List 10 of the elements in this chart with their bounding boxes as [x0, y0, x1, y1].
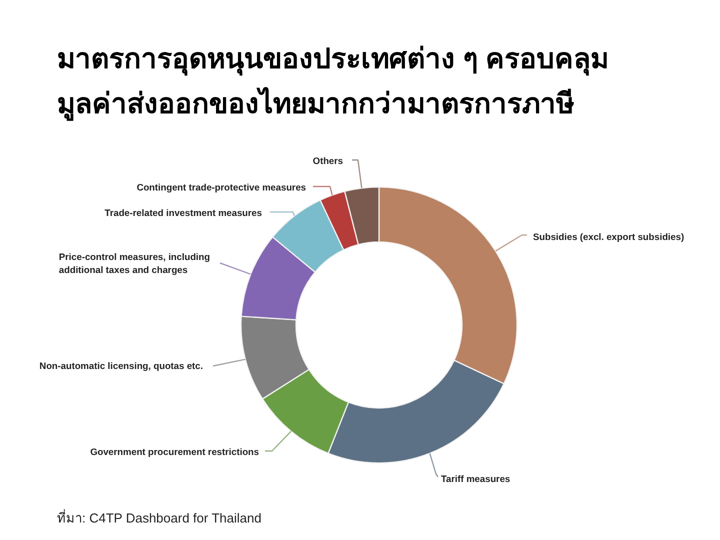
slice-label: Government procurement restrictions: [90, 446, 260, 456]
slice-label: Contingent trade-protective measures: [136, 181, 306, 192]
text: ที่มา: C4TP Dashboard for Thailand: [57, 510, 262, 526]
slice-label: Subsidies (excl. export subsidies): [533, 230, 684, 242]
slice-label: Non-automatic licensing, quotas etc.: [39, 360, 204, 370]
slice-label: Trade-related investment measures: [104, 206, 262, 218]
slice-label: Others: [312, 154, 343, 166]
slice-label: Tariff measures: [441, 472, 510, 484]
chart-title: มาตรการอุดหนุนของประเทศต่าง ๆ ครอบคลุม มูลค่าส่งออกของไทยมากกว่ามาตรการภาษี: [57, 43, 609, 121]
slice-label: Price-control measures, including additional taxes and charges: [58, 250, 210, 274]
